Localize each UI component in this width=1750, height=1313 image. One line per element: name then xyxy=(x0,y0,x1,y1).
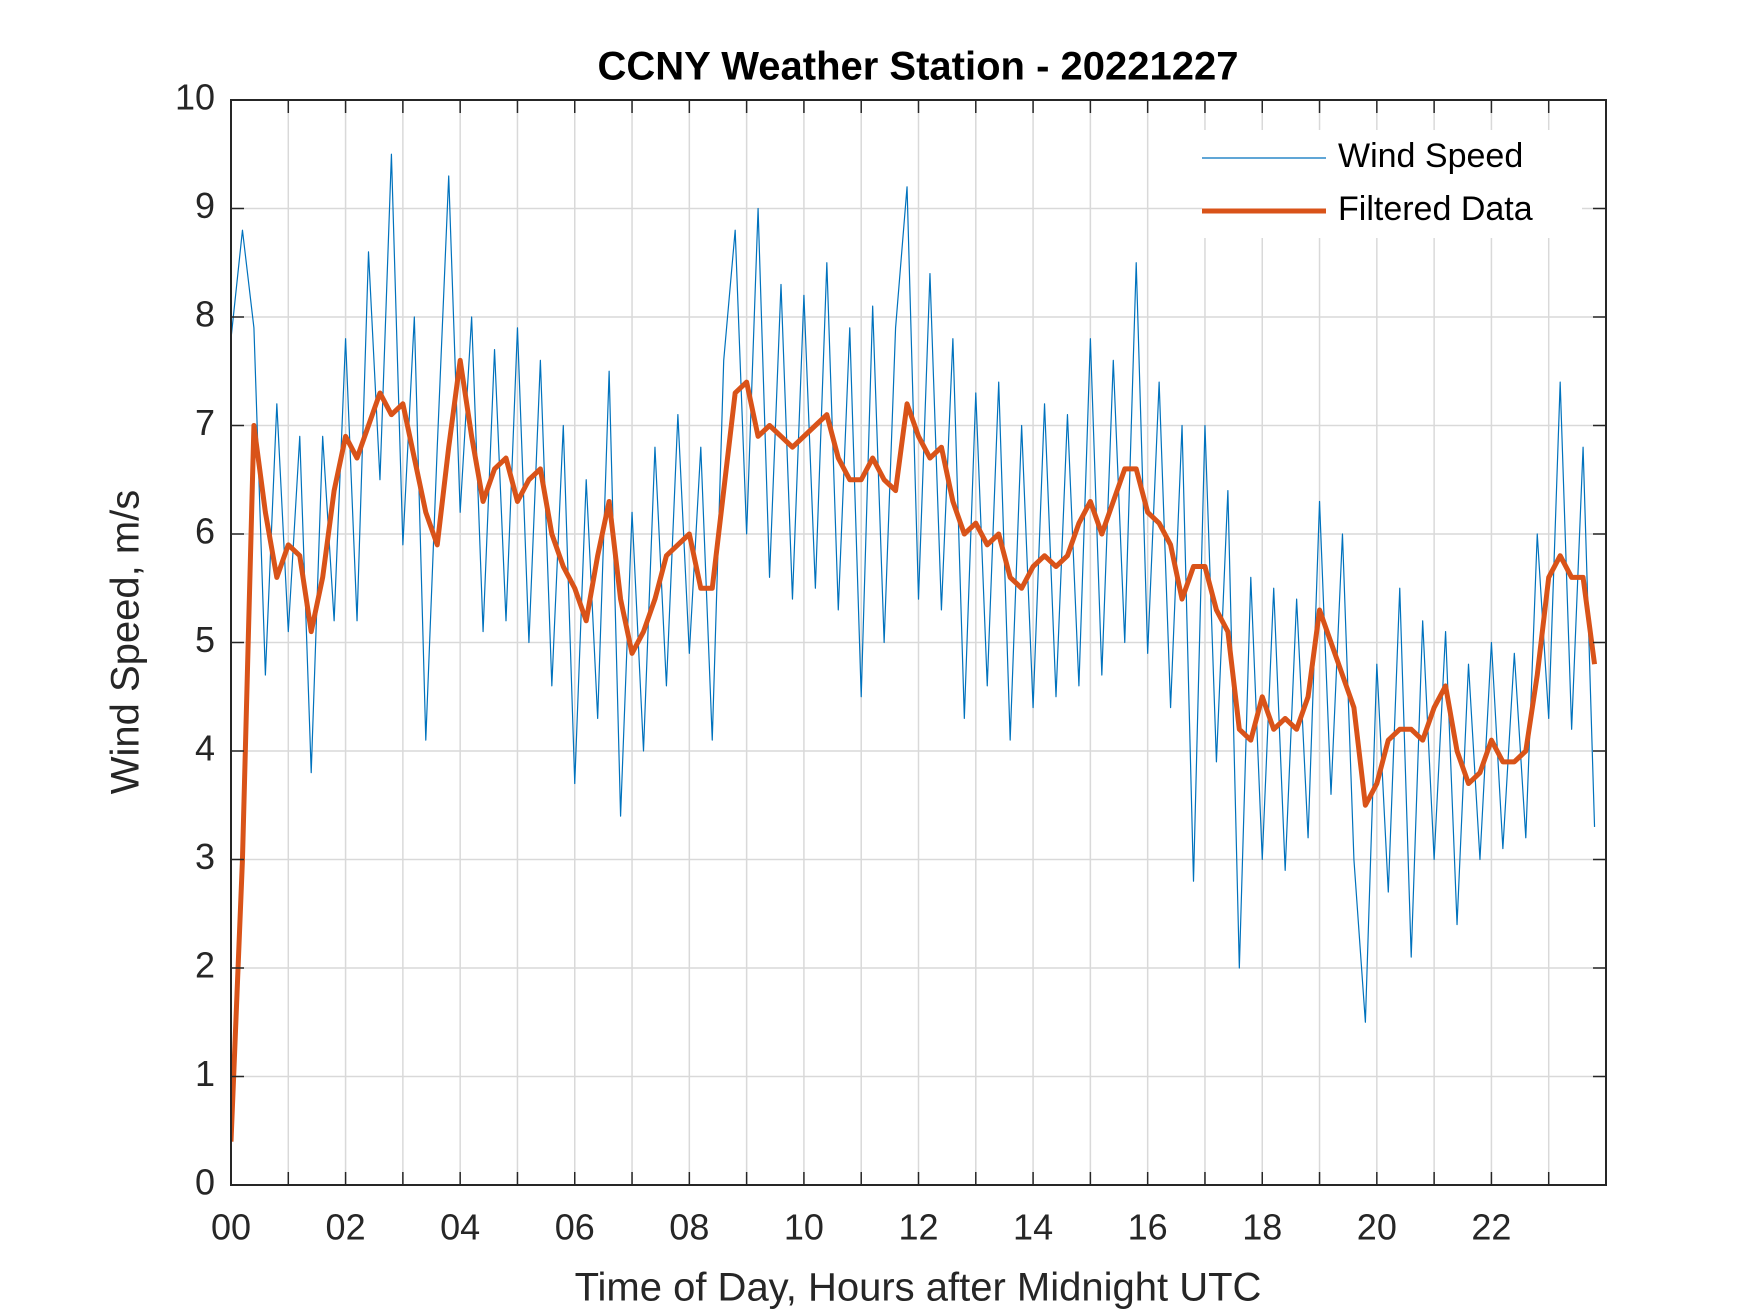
x-tick-label: 08 xyxy=(669,1207,709,1248)
x-tick-label: 12 xyxy=(898,1207,938,1248)
y-tick-label: 10 xyxy=(175,77,215,118)
x-tick-label: 10 xyxy=(784,1207,824,1248)
legend-label: Wind Speed xyxy=(1338,137,1523,175)
x-tick-label: 18 xyxy=(1242,1207,1282,1248)
y-tick-label: 4 xyxy=(195,728,215,769)
x-tick-label: 06 xyxy=(555,1207,595,1248)
x-tick-label: 00 xyxy=(211,1207,251,1248)
x-tick-label: 04 xyxy=(440,1207,480,1248)
y-axis-label: Wind Speed, m/s xyxy=(104,490,148,795)
legend-box xyxy=(1202,130,1582,238)
x-tick-label: 02 xyxy=(326,1207,366,1248)
data-line xyxy=(231,153,1596,1023)
chart-title: CCNY Weather Station - 20221227 xyxy=(598,45,1239,89)
y-tick-label: 1 xyxy=(195,1053,215,1094)
x-tick-label: 16 xyxy=(1128,1207,1168,1248)
legend-label: Filtered Data xyxy=(1338,190,1533,228)
y-tick-label: 7 xyxy=(195,402,215,443)
x-tick-label: 14 xyxy=(1013,1207,1053,1248)
y-tick-label: 8 xyxy=(195,294,215,335)
x-axis-label: Time of Day, Hours after Midnight UTC xyxy=(575,1266,1262,1310)
y-tick-label: 2 xyxy=(195,945,215,986)
plot-area xyxy=(231,153,1598,1142)
x-tick-label: 22 xyxy=(1471,1207,1511,1248)
y-tick-label: 3 xyxy=(195,836,215,877)
data-line xyxy=(231,357,1598,1142)
x-tick-label: 20 xyxy=(1357,1207,1397,1248)
y-tick-label: 6 xyxy=(195,511,215,552)
y-tick-label: 5 xyxy=(195,619,215,660)
y-tick-label: 0 xyxy=(195,1162,215,1203)
y-tick-label: 9 xyxy=(195,185,215,226)
